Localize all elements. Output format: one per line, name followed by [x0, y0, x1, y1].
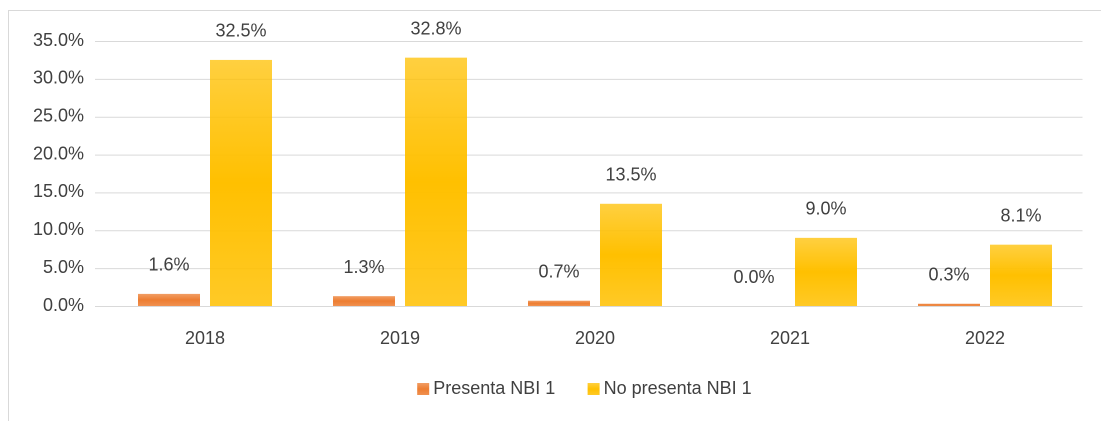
data-label: 1.3% — [343, 257, 384, 277]
data-label: 8.1% — [1000, 205, 1041, 225]
y-tick-label: 10.0% — [33, 219, 84, 239]
y-tick-label: 5.0% — [43, 257, 84, 277]
data-label: 0.7% — [538, 261, 579, 281]
y-tick-label: 20.0% — [33, 143, 84, 163]
bar — [795, 237, 857, 306]
legend-label: No presenta NBI 1 — [604, 378, 752, 398]
data-label: 0.0% — [733, 267, 774, 287]
bar — [600, 203, 662, 306]
data-label: 32.5% — [215, 21, 266, 41]
legend-label: Presenta NBI 1 — [433, 378, 555, 398]
legend-swatch — [417, 383, 430, 395]
y-tick-label: 25.0% — [33, 105, 84, 125]
data-label: 13.5% — [605, 165, 656, 185]
bar — [918, 303, 980, 306]
data-label: 9.0% — [805, 199, 846, 219]
bar — [405, 57, 467, 307]
x-tick-label: 2020 — [575, 328, 615, 348]
y-tick-label: 30.0% — [33, 68, 84, 88]
data-label: 1.6% — [148, 255, 189, 275]
bar — [990, 244, 1052, 306]
bar — [138, 293, 200, 306]
x-tick-label: 2019 — [380, 328, 420, 348]
bar — [333, 296, 395, 306]
y-tick-label: 35.0% — [33, 30, 84, 50]
data-label: 0.3% — [928, 264, 969, 284]
y-tick-label: 0.0% — [43, 295, 84, 315]
data-label: 32.8% — [410, 18, 461, 38]
bar — [210, 59, 272, 306]
bar — [528, 300, 590, 306]
x-tick-label: 2018 — [185, 328, 225, 348]
legend-swatch — [587, 383, 600, 395]
x-tick-label: 2022 — [965, 328, 1005, 348]
chart-border — [8, 10, 1101, 421]
y-tick-label: 15.0% — [33, 181, 84, 201]
x-tick-label: 2021 — [770, 328, 810, 348]
